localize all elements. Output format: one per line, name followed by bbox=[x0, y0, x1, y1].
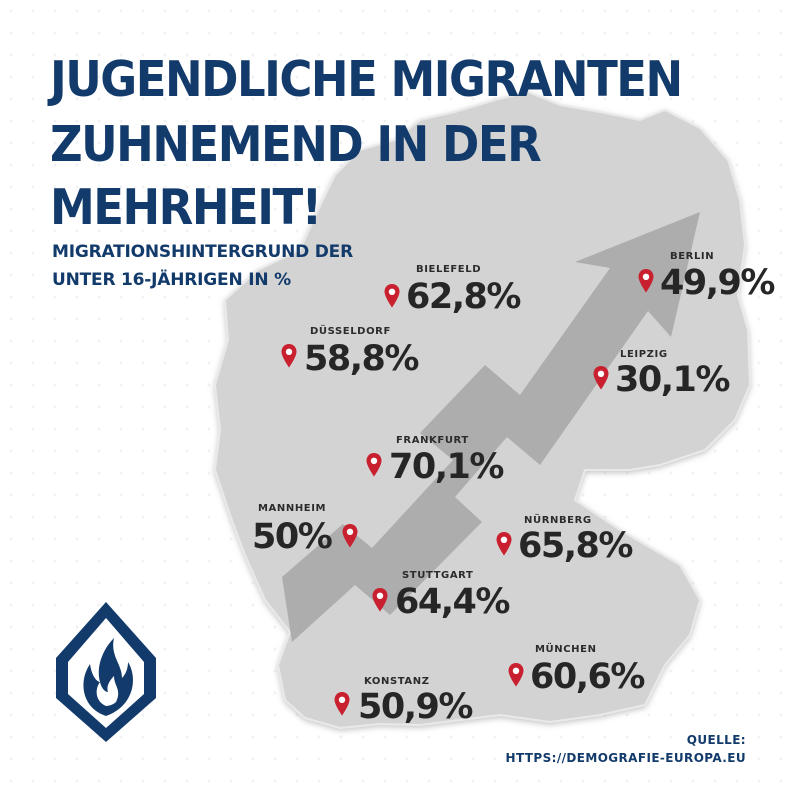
city-label-muenchen: MÜNCHEN bbox=[535, 644, 597, 655]
city-value-nuernberg: 65,8% bbox=[518, 526, 633, 566]
map-pin-icon bbox=[342, 524, 358, 548]
city-value-duesseldorf: 58,8% bbox=[304, 339, 419, 379]
map-pin-icon bbox=[496, 532, 512, 556]
trend-arrow-up bbox=[282, 212, 700, 642]
map-pin-icon bbox=[593, 366, 609, 390]
map-pin-icon bbox=[638, 269, 654, 293]
city-label-frankfurt: FRANKFURT bbox=[396, 435, 469, 446]
title-line-3: MEHRHEIT! bbox=[50, 178, 322, 236]
city-label-mannheim: MANNHEIM bbox=[258, 503, 327, 514]
map-pin-icon bbox=[384, 284, 400, 308]
source-url: HTTPS://DEMOGRAFIE-EUROPA.EU bbox=[505, 751, 746, 765]
map-pin-icon bbox=[508, 663, 524, 687]
source-label: QUELLE: bbox=[686, 733, 746, 747]
city-label-konstanz: KONSTANZ bbox=[364, 676, 430, 687]
city-value-stuttgart: 64,4% bbox=[395, 582, 510, 622]
map-pin-icon bbox=[372, 588, 388, 612]
map-pin-icon bbox=[334, 692, 350, 716]
city-value-berlin: 49,9% bbox=[660, 263, 775, 303]
city-label-duesseldorf: DÜSSELDORF bbox=[310, 326, 391, 337]
city-label-nuernberg: NÜRNBERG bbox=[524, 515, 592, 526]
city-label-leipzig: LEIPZIG bbox=[620, 349, 668, 360]
map-pin-icon bbox=[366, 453, 382, 477]
subtitle-line-1: MIGRATIONSHINTERGRUND DER bbox=[52, 242, 353, 262]
city-value-mannheim: 50% bbox=[252, 517, 333, 557]
city-label-stuttgart: STUTTGART bbox=[402, 570, 474, 581]
city-label-berlin: BERLIN bbox=[670, 251, 715, 262]
city-value-konstanz: 50,9% bbox=[358, 687, 473, 727]
city-value-muenchen: 60,6% bbox=[530, 657, 645, 697]
flame-shield-logo bbox=[56, 602, 156, 742]
map-pin-icon bbox=[281, 344, 297, 368]
city-value-leipzig: 30,1% bbox=[615, 360, 730, 400]
city-value-bielefeld: 62,8% bbox=[406, 277, 521, 317]
title-line-1: JUGENDLICHE MIGRANTEN bbox=[50, 50, 683, 108]
subtitle-line-2: UNTER 16-JÄHRIGEN IN % bbox=[52, 270, 291, 290]
title-line-2: ZUHNEMEND IN DER bbox=[50, 115, 542, 173]
city-value-frankfurt: 70,1% bbox=[389, 447, 504, 487]
city-label-bielefeld: BIELEFELD bbox=[416, 264, 482, 275]
